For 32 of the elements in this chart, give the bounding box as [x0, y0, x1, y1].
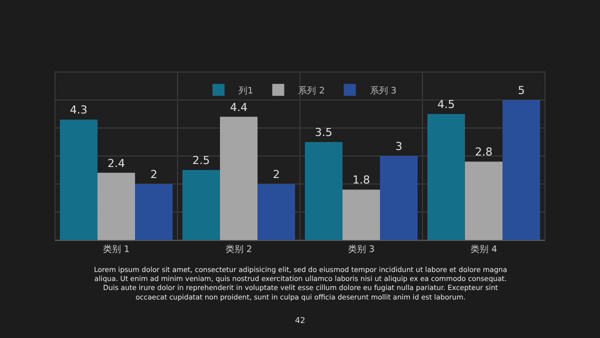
data-label: 1.8 — [352, 174, 370, 187]
data-label: 4.4 — [230, 100, 248, 114]
data-label: 2.4 — [108, 156, 125, 170]
data-label: 3.5 — [314, 126, 332, 139]
text: 42 — [295, 316, 306, 325]
bar — [220, 116, 258, 240]
bar — [304, 142, 342, 240]
data-label: 2.8 — [475, 146, 492, 159]
x-tick-label: 类别 1 — [102, 244, 130, 255]
legend-label: 列1 — [238, 85, 254, 96]
data-label: 2 — [272, 168, 280, 181]
bar — [135, 184, 173, 240]
bar — [427, 114, 465, 240]
data-label: 3 — [395, 140, 402, 153]
data-label: 4.5 — [437, 98, 455, 111]
bar — [97, 172, 136, 240]
legend-label: 系列 3 — [370, 85, 396, 96]
data-label: 4.3 — [70, 104, 88, 117]
bar — [182, 170, 220, 240]
bar — [380, 156, 418, 240]
data-label: 2 — [150, 168, 158, 181]
x-tick-label: 类别 4 — [470, 244, 498, 255]
legend-label: 系列 2 — [298, 85, 325, 96]
bar — [342, 190, 380, 240]
x-tick-label: 类别 2 — [225, 244, 252, 255]
bar — [502, 100, 540, 240]
bar — [464, 162, 503, 240]
data-label: 5 — [518, 84, 525, 97]
bar — [60, 120, 98, 240]
x-tick-label: 类别 3 — [348, 244, 375, 255]
bar — [258, 184, 296, 240]
data-label: 2.5 — [192, 154, 210, 167]
